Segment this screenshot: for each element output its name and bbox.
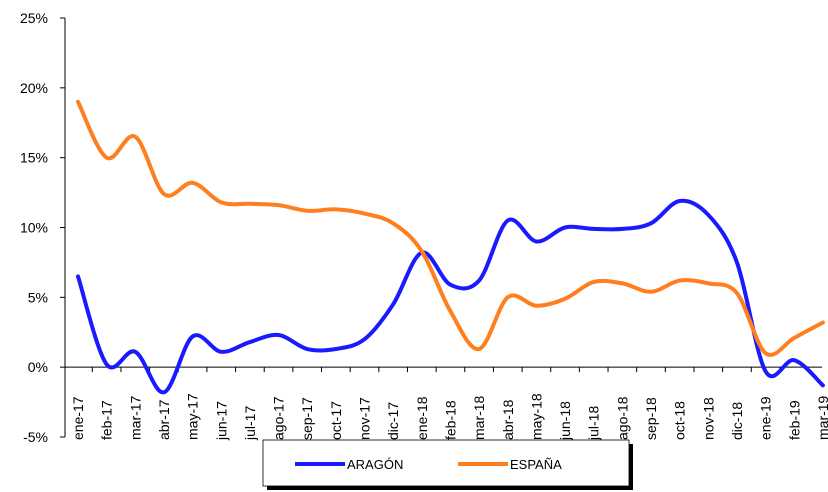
x-tick-label: ene-19 bbox=[758, 396, 774, 440]
legend-label: ARAGÓN bbox=[347, 457, 403, 472]
x-tick-label: jun-17 bbox=[213, 401, 229, 441]
x-tick-label: nov-17 bbox=[357, 397, 373, 440]
x-tick-label: sep-18 bbox=[643, 397, 659, 440]
x-tick-label: ago-18 bbox=[614, 396, 630, 440]
series-line bbox=[76, 198, 825, 395]
y-tick-label: 20% bbox=[20, 80, 48, 96]
legend: ARAGÓN ESPAÑA bbox=[262, 439, 633, 490]
x-tick-label: ago-17 bbox=[271, 396, 287, 440]
x-tick-label: oct-18 bbox=[672, 401, 688, 440]
y-tick-label: 0% bbox=[28, 359, 48, 375]
x-tick-label: dic-17 bbox=[385, 402, 401, 440]
x-tick-label: feb-19 bbox=[786, 400, 802, 440]
x-tick-label: mar-17 bbox=[127, 395, 143, 440]
x-tick-label: oct-17 bbox=[328, 401, 344, 440]
x-tick-label: jul-18 bbox=[586, 406, 602, 441]
y-tick-label: -5% bbox=[23, 429, 48, 445]
x-tick-label: mar-18 bbox=[471, 395, 487, 440]
x-tick-label: nov-18 bbox=[700, 397, 716, 440]
x-tick-label: jul-17 bbox=[242, 406, 258, 441]
x-tick-label: sep-17 bbox=[299, 397, 315, 440]
x-tick-label: mar-19 bbox=[815, 395, 828, 440]
x-tick-label: may-18 bbox=[528, 393, 544, 440]
x-tick-label: ene-18 bbox=[414, 396, 430, 440]
x-tick-label: dic-18 bbox=[729, 402, 745, 440]
x-tick-label: feb-17 bbox=[99, 400, 115, 440]
series-line bbox=[76, 99, 825, 357]
x-tick-label: abr-18 bbox=[500, 399, 516, 440]
x-tick-label: feb-18 bbox=[442, 400, 458, 440]
y-tick-label: 10% bbox=[20, 220, 48, 236]
x-tick-label: may-17 bbox=[185, 393, 201, 440]
legend-label: ESPAÑA bbox=[510, 457, 562, 472]
x-tick-label: jun-18 bbox=[557, 401, 573, 441]
y-tick-label: 15% bbox=[20, 150, 48, 166]
x-tick-label: abr-17 bbox=[156, 399, 172, 440]
y-tick-label: 5% bbox=[28, 289, 48, 305]
x-tick-label: ene-17 bbox=[70, 396, 86, 440]
y-tick-label: 25% bbox=[20, 10, 48, 26]
